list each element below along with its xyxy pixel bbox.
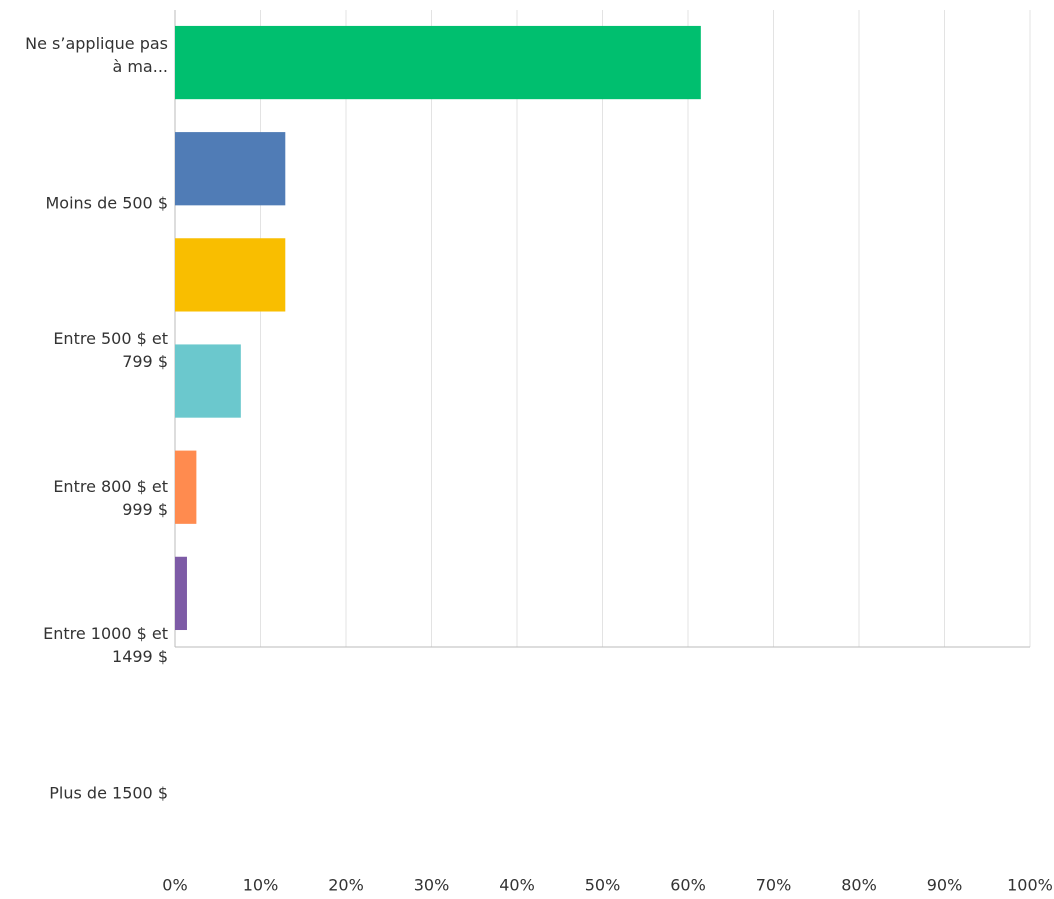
bar (175, 344, 241, 418)
x-tick-label: 30% (414, 876, 450, 895)
x-tick-label: 90% (927, 876, 963, 895)
bar (175, 450, 197, 524)
y-tick-label: Moins de 500 $ (45, 193, 169, 213)
x-tick-label: 70% (756, 876, 792, 895)
x-tick-label: 80% (841, 876, 877, 895)
x-tick-label: 60% (670, 876, 706, 895)
y-tick-label: Entre 500 $ et 799 $ (53, 329, 168, 372)
x-tick-label: 20% (328, 876, 364, 895)
bar (175, 25, 701, 100)
y-tick-label: Entre 1000 $ et 1499 $ (43, 624, 168, 667)
y-tick-label: Entre 800 $ et 999 $ (53, 476, 168, 519)
x-tick-label: 40% (499, 876, 535, 895)
bar (175, 132, 286, 206)
x-tick-label: 10% (243, 876, 279, 895)
x-tick-label: 50% (585, 876, 621, 895)
x-tick-label: 0% (162, 876, 187, 895)
y-tick-label: Ne s’applique pas à ma... (25, 34, 168, 76)
x-tick-label: 100% (1007, 876, 1053, 895)
bar (175, 238, 286, 312)
y-tick-label: Plus de 1500 $ (49, 783, 168, 803)
bar (175, 556, 187, 631)
